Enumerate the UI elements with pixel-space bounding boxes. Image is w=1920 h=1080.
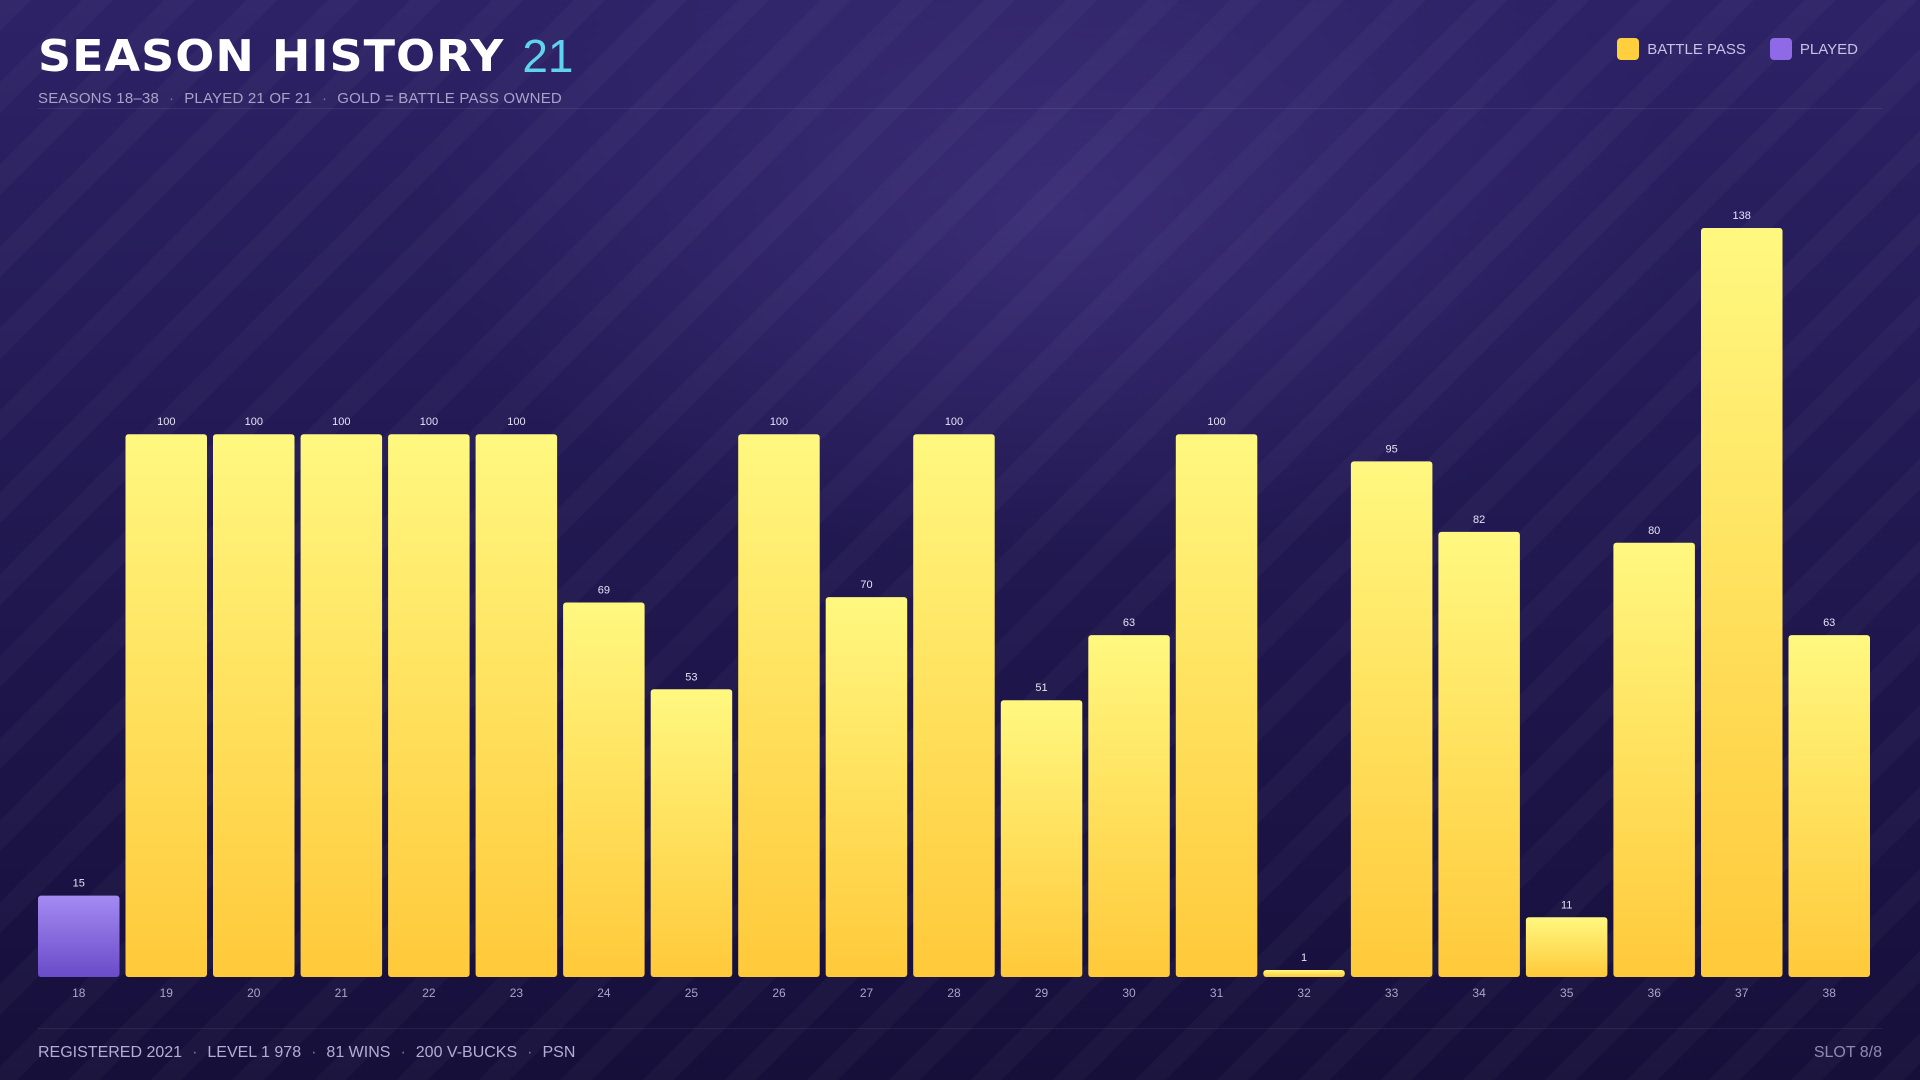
footer: REGISTERED 2021 · LEVEL 1 978 · 81 WINS … bbox=[38, 1028, 1882, 1078]
bar-season-28 bbox=[913, 434, 995, 977]
bar-season-31 bbox=[1175, 434, 1258, 977]
bar-season-21 bbox=[300, 434, 383, 977]
x-tick-label-26: 26 bbox=[772, 986, 786, 1000]
bar-season-36 bbox=[1613, 542, 1695, 977]
data-label-season-26: 100 bbox=[770, 416, 788, 428]
bar-season-24 bbox=[563, 602, 645, 977]
data-label-season-34: 82 bbox=[1473, 514, 1485, 526]
x-tick-label-37: 37 bbox=[1735, 986, 1749, 1000]
subtitle-separator: · bbox=[322, 90, 328, 107]
x-tick-label-25: 25 bbox=[685, 986, 699, 1000]
subtitle-played: PLAYED 21 OF 21 bbox=[184, 90, 313, 107]
data-label-season-31: 100 bbox=[1207, 416, 1225, 428]
bar-season-30 bbox=[1088, 635, 1170, 977]
data-label-season-38: 63 bbox=[1823, 617, 1835, 629]
data-label-season-25: 53 bbox=[685, 671, 697, 683]
bar-season-33 bbox=[1350, 461, 1433, 977]
footer-separator: · bbox=[527, 1044, 533, 1061]
x-tick-label-23: 23 bbox=[510, 986, 524, 1000]
data-label-season-35: 11 bbox=[1561, 899, 1572, 911]
footer-separator: · bbox=[400, 1044, 406, 1061]
bar-season-27 bbox=[825, 597, 908, 977]
legend-label-played: PLAYED bbox=[1799, 40, 1858, 58]
header: SEASON HISTORY 21 SEASONS 18–38 · PLAYED… bbox=[38, 28, 1882, 112]
bar-season-26 bbox=[738, 434, 820, 977]
x-tick-label-20: 20 bbox=[247, 986, 261, 1000]
bar-season-29 bbox=[1000, 700, 1083, 977]
bar-season-35 bbox=[1525, 917, 1608, 977]
bar-season-25 bbox=[650, 689, 733, 977]
footer-separator: · bbox=[311, 1044, 317, 1061]
subtitle-separator: · bbox=[169, 90, 175, 107]
x-tick-label-27: 27 bbox=[860, 986, 874, 1000]
bars-group: 15 18 100 19 100 20 100 21 100 22 100 23 69 24 53 25 100… bbox=[38, 210, 1870, 1000]
season-count: 21 bbox=[522, 30, 574, 82]
x-tick-label-29: 29 bbox=[1035, 986, 1049, 1000]
subtitle-key: GOLD = BATTLE PASS OWNED bbox=[337, 90, 562, 107]
data-label-season-27: 70 bbox=[860, 579, 872, 591]
bar-season-34 bbox=[1438, 531, 1520, 977]
footer-wins: 81 WINS bbox=[326, 1044, 391, 1061]
legend-swatch-battle-pass bbox=[1617, 38, 1640, 60]
data-label-season-19: 100 bbox=[157, 416, 175, 428]
data-label-season-20: 100 bbox=[245, 416, 263, 428]
x-tick-label-38: 38 bbox=[1823, 986, 1837, 1000]
data-label-season-21: 100 bbox=[332, 416, 350, 428]
bar-season-18 bbox=[38, 895, 120, 977]
data-label-season-37: 138 bbox=[1733, 210, 1751, 222]
data-label-season-36: 80 bbox=[1648, 525, 1660, 537]
legend-label-battle-pass: BATTLE PASS bbox=[1647, 40, 1746, 58]
footer-divider bbox=[38, 1028, 1882, 1029]
data-label-season-33: 95 bbox=[1385, 443, 1397, 455]
x-tick-label-22: 22 bbox=[422, 986, 436, 1000]
legend-swatch-played bbox=[1769, 38, 1792, 60]
legend: BATTLE PASS PLAYED bbox=[1617, 38, 1858, 60]
data-label-season-32: 1 bbox=[1301, 952, 1307, 964]
bar-season-20 bbox=[213, 434, 295, 977]
legend-item-played: PLAYED bbox=[1769, 38, 1858, 60]
x-tick-label-35: 35 bbox=[1560, 986, 1574, 1000]
x-tick-label-28: 28 bbox=[947, 986, 961, 1000]
page-title: SEASON HISTORY bbox=[38, 30, 505, 82]
data-label-season-29: 51 bbox=[1035, 682, 1047, 694]
footer-platform: PSN bbox=[542, 1044, 576, 1061]
data-label-season-28: 100 bbox=[945, 416, 963, 428]
bar-season-22 bbox=[388, 434, 470, 977]
subtitle-seasons: SEASONS 18–38 bbox=[38, 90, 160, 107]
data-label-season-22: 100 bbox=[420, 416, 438, 428]
footer-separator: · bbox=[192, 1044, 198, 1061]
x-tick-label-31: 31 bbox=[1210, 986, 1224, 1000]
data-label-season-30: 63 bbox=[1123, 617, 1135, 629]
data-label-season-18: 15 bbox=[73, 878, 85, 890]
data-label-season-24: 69 bbox=[598, 585, 610, 597]
x-tick-label-36: 36 bbox=[1648, 986, 1662, 1000]
footer-stats: REGISTERED 2021 · LEVEL 1 978 · 81 WINS … bbox=[38, 1044, 575, 1062]
x-tick-label-18: 18 bbox=[72, 986, 86, 1000]
title-row: SEASON HISTORY 21 bbox=[38, 28, 1882, 84]
header-divider bbox=[38, 108, 1882, 109]
x-tick-label-21: 21 bbox=[335, 986, 349, 1000]
bar-season-23 bbox=[475, 434, 558, 977]
bar-season-32 bbox=[1263, 970, 1345, 977]
legend-item-battle-pass: BATTLE PASS bbox=[1617, 38, 1746, 60]
footer-registered: REGISTERED 2021 bbox=[38, 1044, 183, 1061]
bar-season-37 bbox=[1701, 228, 1783, 977]
x-tick-label-34: 34 bbox=[1472, 986, 1486, 1000]
x-tick-label-24: 24 bbox=[597, 986, 611, 1000]
data-label-season-23: 100 bbox=[507, 416, 525, 428]
x-tick-label-32: 32 bbox=[1297, 986, 1311, 1000]
bar-season-19 bbox=[125, 434, 207, 977]
subtitle: SEASONS 18–38 · PLAYED 21 OF 21 · GOLD =… bbox=[38, 90, 1882, 107]
footer-vbucks: 200 V-BUCKS bbox=[415, 1044, 518, 1061]
bar-season-38 bbox=[1788, 635, 1870, 977]
x-tick-label-33: 33 bbox=[1385, 986, 1399, 1000]
footer-slot: SLOT 8/8 bbox=[1813, 1044, 1882, 1061]
x-tick-label-30: 30 bbox=[1122, 986, 1136, 1000]
footer-level: LEVEL 1 978 bbox=[207, 1044, 302, 1061]
x-tick-label-19: 19 bbox=[160, 986, 174, 1000]
